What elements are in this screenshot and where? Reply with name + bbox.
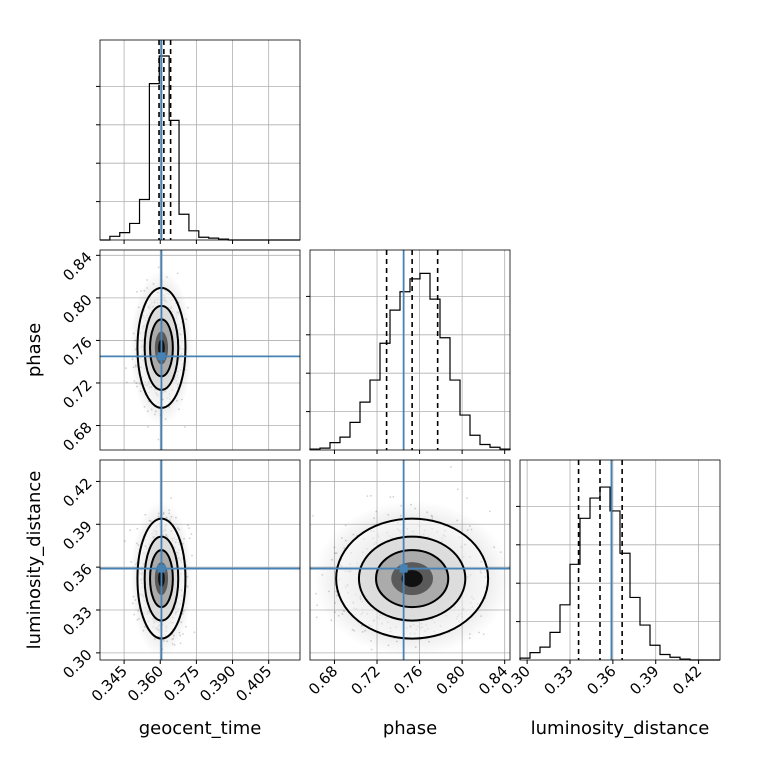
y-tick-label: 0.76 [59, 333, 95, 369]
hist-panel-phase [306, 249, 511, 451]
sample-point [517, 551, 519, 553]
x-tick-label: 0.72 [348, 662, 384, 698]
truth-marker [399, 564, 408, 573]
histogram-step [100, 55, 300, 241]
sample-point [188, 537, 191, 539]
x-tick-label: 0.36 [583, 662, 619, 698]
sample-point [514, 563, 516, 565]
sample-point [389, 496, 392, 498]
y-axis-label: phase [24, 323, 45, 377]
panel-frame [309, 459, 511, 661]
contour-line [335, 517, 490, 640]
hist-panel-geocent_time [96, 39, 301, 241]
x-tick-label: 0.405 [232, 662, 275, 705]
sample-point [366, 495, 369, 497]
sample-point [147, 426, 149, 428]
y-tick-label: 0.72 [59, 376, 95, 412]
x-axis-label: phase [383, 718, 437, 739]
sample-point [123, 540, 126, 542]
sample-point [164, 669, 166, 671]
histogram-step [309, 272, 511, 450]
contour-line [375, 549, 450, 609]
x-axis-label: luminosity_distance [531, 718, 710, 739]
sample-point [316, 604, 319, 607]
x-tick-label: 0.375 [160, 662, 203, 705]
sample-point [542, 586, 544, 588]
sample-point [312, 515, 314, 517]
truth-marker [157, 352, 166, 361]
sample-point [370, 494, 372, 497]
x-tick-label: 0.360 [124, 662, 167, 705]
density-panel-phase-luminosity_distance [302, 459, 544, 671]
y-tick-label: 0.39 [59, 517, 95, 553]
x-tick-label: 0.76 [390, 662, 426, 698]
density-panel-geocent_time-phase [99, 249, 301, 451]
y-tick-label: 0.30 [59, 646, 95, 682]
sample-point [179, 642, 182, 645]
sample-point [482, 633, 485, 635]
x-tick-label: 0.80 [433, 662, 469, 698]
histogram-step [519, 486, 720, 661]
hist-panel-luminosity_distance [516, 459, 721, 661]
sample-point [125, 367, 127, 370]
sample-point [488, 510, 491, 513]
sample-point [187, 524, 189, 527]
y-tick-label: 0.68 [59, 418, 95, 454]
sample-point [394, 664, 396, 666]
sample-point [466, 497, 468, 499]
scatter-points [302, 466, 544, 671]
sample-point [395, 669, 397, 671]
y-axis-label: luminosity_distance [24, 471, 45, 650]
sample-point [157, 438, 160, 441]
x-tick-label: 0.345 [88, 662, 131, 705]
sample-point [125, 381, 128, 384]
sample-point [188, 527, 191, 529]
sample-point [304, 610, 306, 612]
sample-point [136, 290, 138, 293]
sample-point [157, 266, 160, 269]
sample-point [315, 616, 318, 619]
sample-point [193, 631, 196, 634]
x-tick-label: 0.33 [540, 662, 576, 698]
truth-marker [157, 564, 166, 573]
x-tick-label: 0.68 [305, 662, 341, 698]
sample-point [184, 426, 186, 428]
sample-point [190, 533, 193, 535]
sample-point [169, 678, 171, 680]
x-axis-label: geocent_time [139, 718, 262, 739]
sample-point [302, 584, 304, 586]
sample-point [450, 466, 452, 468]
x-tick-label: 0.39 [626, 662, 662, 698]
panel-frame [99, 39, 301, 241]
y-tick-label: 0.84 [59, 248, 95, 284]
sample-point [191, 554, 193, 557]
panel-frame [99, 249, 301, 451]
density-level [401, 570, 423, 587]
x-tick-label: 0.390 [196, 662, 239, 705]
y-tick-label: 0.42 [59, 474, 95, 510]
y-tick-label: 0.33 [59, 603, 95, 639]
x-tick-label: 0.42 [669, 662, 705, 698]
panel-frame [309, 249, 511, 451]
panel-frame [99, 459, 301, 661]
sample-point [176, 272, 179, 275]
density-panel-geocent_time-luminosity_distance [99, 459, 301, 680]
sample-point [129, 529, 132, 532]
sample-point [170, 497, 173, 499]
contour-line [357, 535, 467, 622]
sample-point [467, 667, 469, 669]
sample-point [456, 488, 459, 491]
y-tick-label: 0.36 [59, 560, 95, 596]
y-tick-label: 0.80 [59, 291, 95, 327]
sample-point [392, 496, 395, 498]
panel-frame [519, 459, 721, 661]
